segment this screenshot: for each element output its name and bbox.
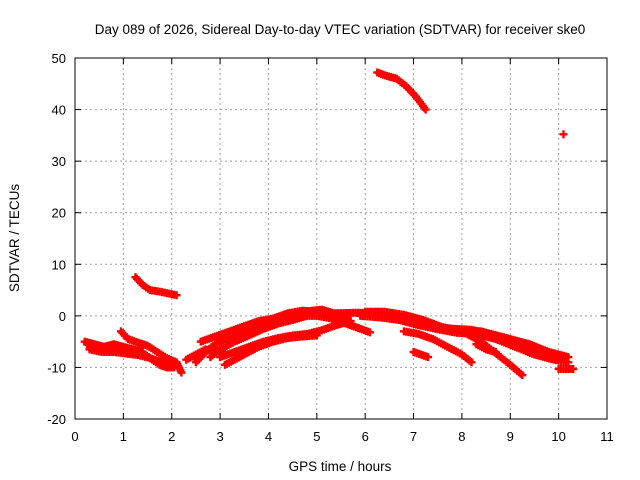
data-point bbox=[153, 347, 162, 356]
x-tick-label: 4 bbox=[265, 429, 272, 444]
data-point bbox=[457, 350, 466, 359]
y-tick-label: -10 bbox=[47, 360, 66, 375]
data-point bbox=[172, 291, 181, 300]
data-point bbox=[559, 130, 568, 139]
data-point bbox=[116, 327, 125, 336]
x-tick-label: 3 bbox=[216, 429, 223, 444]
data-point bbox=[518, 371, 527, 380]
data-point-fill bbox=[132, 274, 146, 288]
series-track-late-4 bbox=[399, 327, 476, 367]
plot-frame bbox=[74, 57, 608, 420]
x-tick-label: 6 bbox=[362, 429, 369, 444]
data-point-fill bbox=[459, 352, 474, 365]
x-tick-label: 8 bbox=[458, 429, 465, 444]
data-point bbox=[564, 353, 573, 362]
data-point bbox=[564, 358, 573, 367]
y-tick-label: 30 bbox=[52, 154, 66, 169]
data-point-fill bbox=[402, 311, 426, 324]
data-point bbox=[167, 360, 176, 369]
data-point bbox=[346, 317, 355, 326]
series-track-late-6 bbox=[409, 347, 433, 362]
data-point bbox=[341, 314, 350, 323]
data-point bbox=[506, 360, 515, 369]
data-point-fill bbox=[508, 362, 525, 378]
data-point bbox=[424, 353, 433, 362]
data-point bbox=[411, 92, 420, 101]
data-point bbox=[569, 364, 578, 373]
data-point bbox=[206, 353, 215, 362]
data-point-fill bbox=[479, 328, 503, 341]
data-point-fill bbox=[413, 94, 429, 112]
series-track-early-3 bbox=[80, 337, 147, 356]
x-tick-label: 0 bbox=[71, 429, 78, 444]
data-point bbox=[366, 328, 375, 337]
data-point-fill bbox=[537, 346, 561, 360]
data-point bbox=[138, 347, 147, 356]
data-point bbox=[467, 358, 476, 367]
data-point bbox=[491, 347, 500, 356]
data-point bbox=[177, 368, 186, 377]
y-tick-label: 50 bbox=[52, 51, 66, 66]
data-point-fill bbox=[394, 76, 409, 89]
data-points bbox=[80, 68, 578, 380]
y-tick-label: -20 bbox=[47, 412, 66, 427]
x-tick-label: 10 bbox=[551, 429, 565, 444]
data-point-fill bbox=[155, 349, 169, 361]
series-track-rise-a bbox=[116, 327, 186, 377]
x-tick-label: 1 bbox=[120, 429, 127, 444]
data-point bbox=[392, 74, 401, 83]
y-tick-label: 0 bbox=[59, 309, 66, 324]
data-point bbox=[143, 341, 152, 350]
chart-title: Day 089 of 2026, Sidereal Day-to-day VTE… bbox=[95, 22, 585, 37]
data-point bbox=[477, 337, 486, 346]
data-point bbox=[131, 273, 140, 282]
x-tick-label: 9 bbox=[507, 429, 514, 444]
x-axis-label: GPS time / hours bbox=[289, 459, 392, 474]
data-point bbox=[191, 358, 200, 367]
data-point-fill bbox=[532, 351, 556, 364]
series-track-late-8 bbox=[554, 364, 578, 373]
data-point-fill bbox=[498, 354, 513, 368]
series-track-mid-4 bbox=[196, 306, 350, 346]
series-track-isolated bbox=[559, 130, 568, 139]
series-track-late-7 bbox=[472, 340, 500, 356]
data-point bbox=[554, 352, 563, 361]
data-point-fill bbox=[118, 328, 131, 342]
data-point bbox=[220, 347, 229, 356]
data-point bbox=[421, 105, 430, 114]
x-tick-label: 5 bbox=[313, 429, 320, 444]
series-track-top bbox=[373, 68, 430, 114]
series-track-mid-6 bbox=[182, 345, 229, 364]
y-tick-label: 20 bbox=[52, 206, 66, 221]
grid bbox=[75, 58, 607, 419]
data-point bbox=[170, 363, 179, 372]
data-point-fill bbox=[140, 282, 153, 293]
data-point-fill bbox=[145, 343, 160, 355]
x-tick-label: 2 bbox=[168, 429, 175, 444]
series-track-mid-5 bbox=[220, 331, 321, 369]
data-point-fill bbox=[403, 84, 419, 99]
data-point bbox=[496, 353, 505, 362]
data-point-fill bbox=[513, 343, 537, 358]
x-tick-label: 7 bbox=[410, 429, 417, 444]
data-point bbox=[312, 331, 321, 340]
y-axis-label: SDTVAR / TECUs bbox=[7, 184, 22, 293]
y-tick-label: 10 bbox=[52, 257, 66, 272]
y-tick-label: 40 bbox=[52, 103, 66, 118]
series-track-early-2 bbox=[85, 345, 176, 369]
data-point bbox=[138, 280, 147, 289]
data-point bbox=[402, 82, 411, 91]
series-track-high-low bbox=[131, 273, 181, 300]
data-point-fill bbox=[378, 313, 401, 324]
x-tick-label: 11 bbox=[600, 429, 614, 444]
